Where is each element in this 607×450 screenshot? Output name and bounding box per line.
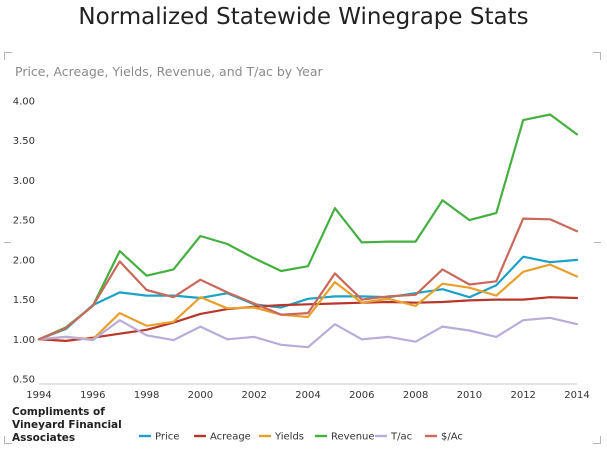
page-title: Normalized Statewide Winegrape Stats xyxy=(78,4,529,30)
x-tick-label: 2004 xyxy=(295,390,320,401)
series-line-yields xyxy=(37,263,579,341)
legend-label: T/ac xyxy=(390,432,412,443)
series-line-price xyxy=(37,255,579,341)
y-tick-label: 2.00 xyxy=(13,255,35,266)
legend-label: Price xyxy=(155,432,179,443)
chart-frame xyxy=(4,52,601,444)
x-tick-label: 1994 xyxy=(26,390,51,401)
frame-corner xyxy=(593,436,601,444)
x-tick-label: 2010 xyxy=(457,390,482,401)
series-line-t-ac xyxy=(37,316,579,349)
frame-tick xyxy=(4,242,11,243)
y-tick-label: 3.00 xyxy=(13,176,35,187)
x-tick-label: 2002 xyxy=(241,390,266,401)
legend-label: Revenue xyxy=(331,432,375,443)
frame-corner xyxy=(593,52,601,60)
x-tick-label: 2014 xyxy=(564,390,589,401)
chart-subtitle: Price, Acreage, Yields, Revenue, and T/a… xyxy=(15,64,323,79)
legend-label: Acreage xyxy=(210,432,251,443)
x-tick-label: 2000 xyxy=(188,390,213,401)
y-tick-label: 1.00 xyxy=(13,335,35,346)
x-tick-label: 1996 xyxy=(80,390,105,401)
series-line-revenue xyxy=(37,113,579,341)
series-line-ac xyxy=(37,217,579,341)
y-tick-label: 1.50 xyxy=(13,295,35,306)
credit-line: Associates xyxy=(12,432,76,444)
frame-tick xyxy=(594,242,601,243)
frame-corner xyxy=(4,52,12,60)
frame-corner xyxy=(4,436,12,444)
y-tick-label: 2.50 xyxy=(13,216,35,227)
x-tick-label: 2006 xyxy=(349,390,374,401)
x-tick-label: 2008 xyxy=(403,390,428,401)
credit-text: Compliments of Vineyard Financial Associ… xyxy=(12,406,142,445)
credit-line: Compliments of xyxy=(12,406,105,418)
x-tick-label: 2012 xyxy=(510,390,535,401)
credit-line: Vineyard Financial xyxy=(12,419,122,431)
x-tick-label: 1998 xyxy=(134,390,159,401)
legend-label: $/Ac xyxy=(441,432,463,443)
y-tick-label: 3.50 xyxy=(13,136,35,147)
series-line-acreage xyxy=(37,296,579,342)
y-tick-label: 0.50 xyxy=(13,375,35,386)
y-tick-label: 4.00 xyxy=(13,97,35,108)
legend-label: Yields xyxy=(274,432,304,443)
